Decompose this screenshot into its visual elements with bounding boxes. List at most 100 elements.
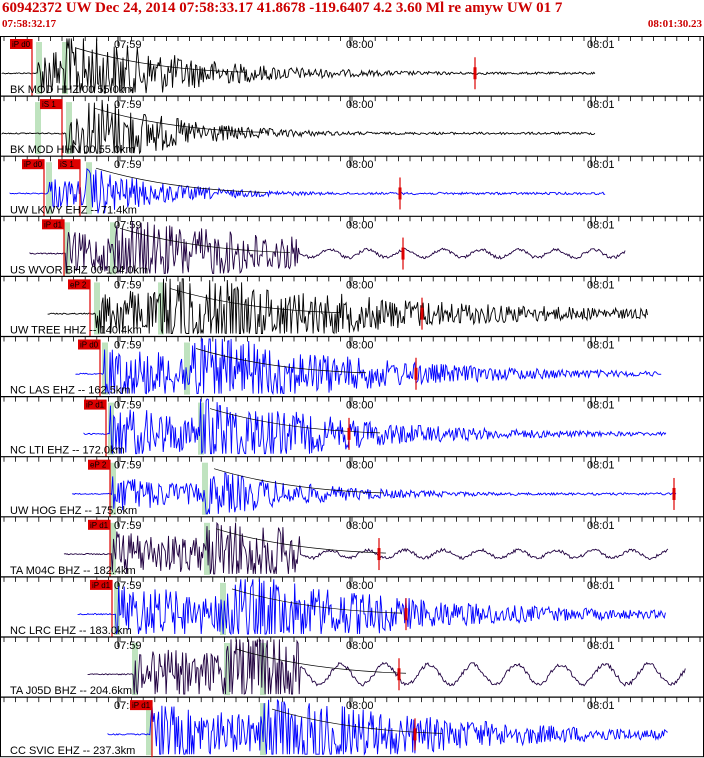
time-tick-label: 07:59	[114, 159, 142, 171]
time-tick-label: 07:59	[114, 219, 142, 231]
amplitude-marker-box	[414, 367, 418, 380]
channel-row: 07:59 08:00 08:01 iP d1 US WVOR BHZ 00 104.0…	[0, 215, 704, 277]
waveform-trace	[29, 221, 626, 274]
coda-curve	[271, 708, 443, 734]
time-tick-label: 07:59	[114, 580, 142, 592]
channel-row: 07:59 08:00 08:01 iP d0 NC LAS EHZ -- 162.5k…	[0, 335, 704, 397]
coda-curve	[209, 408, 381, 434]
phase-pick-label: iP d1	[92, 581, 111, 590]
time-tick-label: 08:01	[587, 640, 615, 652]
coda-curve	[215, 528, 387, 554]
amplitude-marker-box	[398, 187, 402, 200]
amplitude-marker-box	[404, 608, 408, 621]
waveform-trace	[75, 338, 662, 396]
time-tick-label: 08:00	[346, 400, 374, 412]
coda-curve	[231, 588, 403, 614]
phase-pick-flag	[40, 99, 62, 110]
event-header: 60942372 UW Dec 24, 2014 07:58:33.17 41.…	[2, 0, 563, 16]
coda-curve	[235, 648, 407, 674]
coda-curve	[93, 107, 265, 133]
waveform-trace	[1, 38, 596, 94]
time-tick-label: 08:01	[587, 279, 615, 291]
channel-label: CC SVIC EHZ -- 237.3km	[10, 745, 135, 757]
coda-curve	[213, 468, 385, 494]
waveform-trace	[71, 471, 677, 515]
waveform-trace	[77, 579, 666, 636]
phase-pick-label: iP d1	[86, 401, 105, 410]
channel-row: 07:59 08:00 08:01 iP d0 BK MOD HHZ 00 55.0km	[0, 36, 704, 97]
amplitude-marker-box	[347, 427, 351, 440]
time-tick-label: 07:59	[114, 520, 142, 532]
coda-curve	[195, 348, 367, 374]
channel-label: NC LTI EHZ -- 172.0km	[10, 445, 125, 457]
amplitude-marker-box	[377, 548, 381, 561]
amplitude-marker-box	[413, 728, 417, 741]
phase-window	[114, 582, 120, 635]
channel-label: UW HOG EHZ -- 175.6km	[10, 505, 137, 517]
time-tick-label: 07:59	[114, 340, 142, 352]
phase-pick-flag	[42, 219, 64, 230]
amplitude-marker-box	[473, 67, 477, 80]
channel-label: TA J05D BHZ -- 204.6km	[10, 685, 132, 697]
amplitude-marker-box	[401, 247, 405, 260]
channel-label: UW TREE HHZ -- 140.4km	[10, 325, 142, 337]
time-tick-label: 08:00	[346, 520, 374, 532]
channel-label: UW LKWY EHZ -- 71.4km	[10, 204, 137, 216]
phase-window	[184, 342, 190, 395]
waveform-trace	[1, 99, 596, 155]
phase-pick-label: iS 1	[42, 100, 56, 109]
phase-pick-label: iS 1	[60, 160, 74, 169]
phase-pick-flag	[58, 159, 80, 170]
phase-window	[94, 282, 100, 335]
phase-pick-label: iP d1	[90, 521, 109, 530]
coda-curve	[75, 47, 247, 73]
phase-pick-flag	[22, 159, 44, 170]
channel-label: BK MOD HHN 00 55.0km	[10, 144, 135, 156]
coda-curve	[169, 288, 341, 314]
amplitude-marker-box	[420, 307, 424, 320]
phase-pick-flag	[90, 579, 112, 590]
time-tick-label: 08:01	[587, 340, 615, 352]
phase-pick-flag	[10, 39, 32, 49]
channel-label: BK MOD HHZ 00 55.0km	[10, 84, 133, 96]
channel-row: 07:59 08:00 08:01 iP d1 NC LRC EHZ -- 183.0k…	[0, 576, 704, 637]
phase-pick-label: iP d0	[24, 160, 43, 169]
phase-pick-label: eP 2	[70, 280, 87, 289]
channel-row: 07:59 08:00 08:01 iP d0 iS 1 UW LKWY EHZ -- 7…	[0, 155, 704, 217]
time-tick-label: 08:00	[346, 580, 374, 592]
amplitude-marker-box	[672, 487, 676, 500]
phase-window	[86, 162, 92, 215]
time-tick-label: 08:00	[346, 640, 374, 652]
phase-pick-label: iP d1	[132, 701, 151, 710]
phase-window	[35, 102, 41, 155]
seismogram-panel: 07:59 08:00 08:01 iP d0 BK MOD HHZ 00 55.0km…	[0, 36, 704, 758]
phase-window	[62, 42, 68, 95]
time-tick-label: 08:00	[346, 279, 374, 291]
waveform-trace	[83, 398, 667, 455]
coda-curve	[95, 167, 267, 193]
channel-row: 07:59 08:00 08:01 iP d1 TA M04C BHZ -- 182.4…	[0, 516, 704, 577]
time-tick-label: 07:59	[114, 460, 142, 472]
phase-window	[260, 703, 266, 756]
phase-pick-flag	[68, 279, 90, 290]
phase-window	[36, 42, 42, 95]
channel-row: 07:59 08:00 08:01 eP 2 UW TREE HHZ -- 140.4k…	[0, 275, 704, 337]
waveform-trace	[47, 278, 648, 335]
time-tick-label: 07:59	[114, 39, 142, 51]
phase-window	[260, 643, 266, 696]
phase-pick-flag	[88, 459, 110, 470]
phase-pick-label: iP d1	[44, 220, 63, 229]
phase-window	[224, 643, 230, 696]
phase-pick-label: iP d0	[80, 341, 99, 350]
phase-pick-label: eP 2	[90, 461, 107, 470]
time-tick-label: 08:00	[346, 219, 374, 231]
time-tick-label: 07:59	[114, 640, 142, 652]
time-tick-label: 08:00	[346, 700, 374, 712]
phase-pick-flag	[130, 700, 152, 711]
channel-row: 07:59 08:00 08:01 iP d1 NC LTI EHZ -- 172.0k…	[0, 396, 704, 457]
time-tick-label: 07:59	[114, 279, 142, 291]
start-time: 07:58:32.17	[2, 18, 57, 30]
waveform-trace	[107, 699, 668, 756]
time-tick-label: 08:01	[587, 460, 615, 472]
